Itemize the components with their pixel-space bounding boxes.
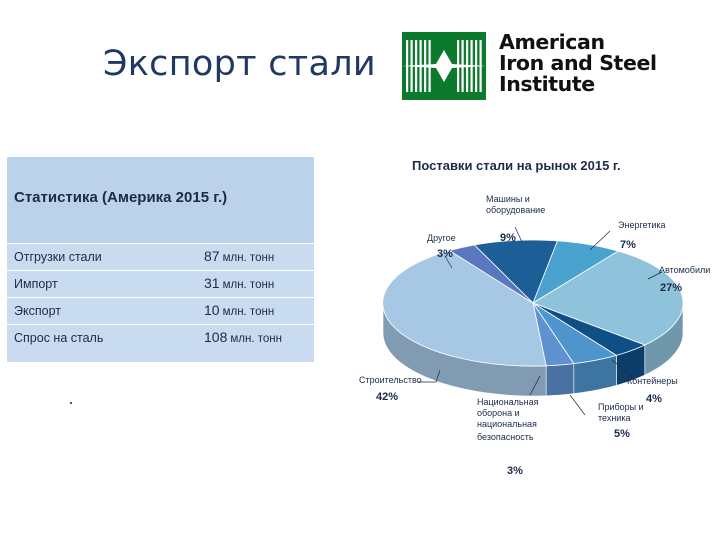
aisi-logo: American Iron and Steel Institute (402, 30, 692, 102)
pct-defense: 3% (507, 465, 523, 477)
pie-leaders (418, 226, 663, 416)
label-defense-line3: национальная (477, 419, 537, 429)
pie-slice-строительство (382, 250, 547, 367)
pie-side-национальная-оборона-и-национальная-безопасность (545, 363, 575, 397)
pct-automotive: 27% (660, 282, 682, 294)
label-defense-line2: оборона и (477, 408, 520, 418)
row-value: 108 (204, 329, 228, 345)
row-label: Импорт (14, 277, 58, 291)
row-unit: млн. тонн (222, 279, 275, 291)
row-unit: млн. тонн (230, 333, 282, 345)
label-containers: Контейнеры (627, 376, 678, 386)
row-value-cell: 10 млн. тонн (204, 302, 274, 318)
logo-line: Institute (499, 72, 595, 96)
stats-title: Статистика (Америка 2015 г.) (14, 189, 228, 206)
label-other: Другое (427, 233, 456, 243)
row-unit: млн. тонн (222, 252, 275, 264)
pie-slice-машины-и-оборудование (473, 239, 559, 304)
chart-title: Поставки стали на рынок 2015 г. (412, 158, 621, 173)
table-row: Импорт 31 млн. тонн (7, 270, 314, 298)
pct-energy: 7% (620, 239, 636, 251)
pct-construction: 42% (376, 391, 398, 403)
row-label: Отгрузки стали (14, 250, 102, 264)
table-row: Спрос на сталь 108 млн. тонн (7, 324, 314, 352)
label-machinery-line1: Машины и (486, 194, 530, 204)
stats-header: Статистика (Америка 2015 г.) (7, 157, 314, 243)
pie-slice-другое (448, 244, 534, 304)
stray-dot (70, 402, 72, 404)
logo-wordmark: American Iron and Steel Institute (499, 32, 689, 95)
pct-appliances: 5% (614, 428, 630, 440)
logo-line: American (499, 30, 605, 54)
row-value: 87 (204, 248, 220, 264)
pie-tops (382, 239, 684, 367)
row-value-cell: 108 млн. тонн (204, 329, 282, 345)
row-value: 10 (204, 302, 220, 318)
row-value-cell: 87 млн. тонн (204, 248, 274, 264)
pie-slice-автомобили (532, 250, 684, 346)
label-automotive: Автомобили (659, 265, 710, 275)
stats-table: Статистика (Америка 2015 г.) Отгрузки ст… (7, 157, 314, 362)
label-defense-line1: Национальная (477, 397, 539, 407)
logo-line: Iron and Steel (499, 51, 657, 75)
table-row: Экспорт 10 млн. тонн (7, 297, 314, 325)
label-energy: Энергетика (618, 220, 666, 230)
pct-machinery: 9% (500, 232, 516, 244)
label-construction: Строительство (359, 375, 422, 385)
slide-title: Экспорт стали (103, 44, 376, 84)
label-appliances-line1: Приборы и (598, 402, 644, 412)
table-row: Отгрузки стали 87 млн. тонн (7, 243, 314, 271)
pct-other: 3% (437, 248, 453, 260)
label-appliances-line2: техника (598, 413, 630, 423)
logo-emblem (402, 32, 486, 100)
label-defense-line4: безопасность (477, 432, 534, 442)
pie-sides (382, 302, 684, 397)
row-label: Экспорт (14, 304, 61, 318)
row-value-cell: 31 млн. тонн (204, 275, 274, 291)
row-value: 31 (204, 275, 220, 291)
label-machinery-line2: оборудование (486, 205, 545, 215)
row-unit: млн. тонн (222, 306, 275, 318)
row-label: Спрос на сталь (14, 331, 104, 345)
pct-containers: 4% (646, 393, 662, 405)
